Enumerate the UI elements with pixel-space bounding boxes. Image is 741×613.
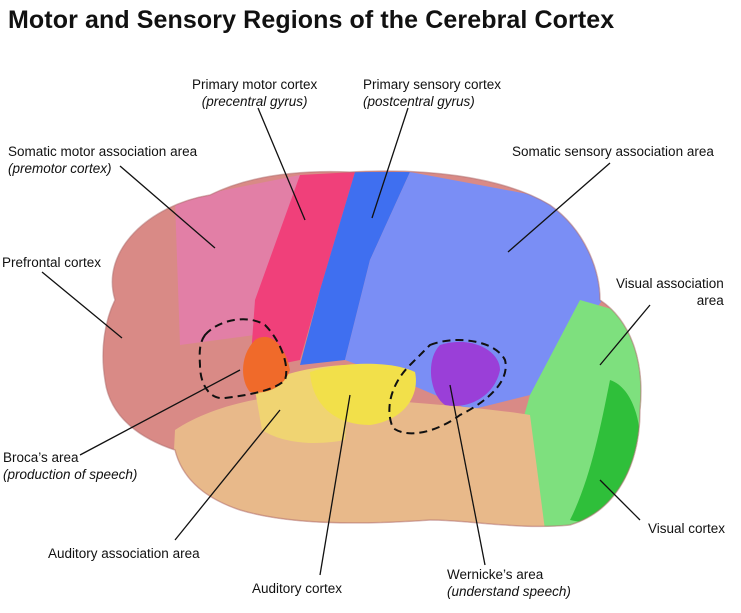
sensory-association-region <box>345 172 610 410</box>
leader-auditory-association <box>174 409 281 541</box>
leader-auditory-cortex <box>319 394 351 576</box>
label-primary-sensory-sub: (postcentral gyrus) <box>363 94 475 109</box>
label-visual-cortex: Visual cortex <box>648 520 725 537</box>
label-prefrontal-cortex: Prefrontal cortex <box>2 254 101 271</box>
label-primary-sensory-name: Primary sensory cortex <box>363 77 502 92</box>
leader-visual-association <box>599 304 651 366</box>
leader-brocas <box>79 369 241 456</box>
leader-primary-motor <box>257 107 306 221</box>
wernickes-area-outline <box>388 339 507 435</box>
label-brocas-sub: (production of speech) <box>3 467 138 482</box>
leader-wernickes <box>449 384 486 566</box>
label-visual-association-name: Visual association <box>616 276 724 291</box>
label-wernickes-name: Wernicke’s area <box>447 567 544 582</box>
label-somatic-sensory-name: Somatic sensory association area <box>512 144 714 159</box>
page-title: Motor and Sensory Regions of the Cerebra… <box>8 6 615 34</box>
label-brocas-area: Broca’s area (production of speech) <box>3 449 137 483</box>
label-brocas-name: Broca’s area <box>3 450 79 465</box>
label-prefrontal-name: Prefrontal cortex <box>2 255 102 270</box>
label-primary-motor-cortex: Primary motor cortex (precentral gyrus) <box>192 76 317 110</box>
label-visual-association-area: Visual association area <box>616 275 724 309</box>
wernickes-region-fill <box>430 341 500 406</box>
primary-sensory-region <box>300 172 410 365</box>
brocas-area-outline <box>198 318 288 400</box>
label-auditory-cortex: Auditory cortex <box>252 580 342 597</box>
label-auditory-cortex-name: Auditory cortex <box>252 581 343 596</box>
label-somatic-motor-sub: (premotor cortex) <box>8 161 112 176</box>
brain-outline <box>102 170 642 528</box>
leader-somatic-sensory <box>507 162 611 253</box>
label-visual-cortex-name: Visual cortex <box>648 521 726 536</box>
leader-prefrontal <box>41 271 123 339</box>
label-somatic-sensory-association: Somatic sensory association area <box>512 143 714 160</box>
label-auditory-association-name: Auditory association area <box>48 546 200 561</box>
label-visual-association-name2: area <box>696 293 724 308</box>
brocas-region-fill <box>243 336 290 393</box>
leader-lines <box>41 107 651 576</box>
label-auditory-association-area: Auditory association area <box>48 545 200 562</box>
label-primary-sensory-cortex: Primary sensory cortex (postcentral gyru… <box>363 76 501 110</box>
leader-primary-sensory <box>371 107 409 219</box>
leader-somatic-motor <box>119 165 216 249</box>
leader-visual-cortex <box>599 479 641 521</box>
label-somatic-motor-name: Somatic motor association area <box>8 144 198 159</box>
primary-motor-region <box>250 172 355 370</box>
label-primary-motor-sub: (precentral gyrus) <box>201 94 308 109</box>
label-primary-motor-name: Primary motor cortex <box>192 77 318 92</box>
label-somatic-motor-association: Somatic motor association area (premotor… <box>8 143 197 177</box>
label-wernickes-area: Wernicke’s area (understand speech) <box>447 566 571 600</box>
label-wernickes-sub: (understand speech) <box>447 584 571 599</box>
